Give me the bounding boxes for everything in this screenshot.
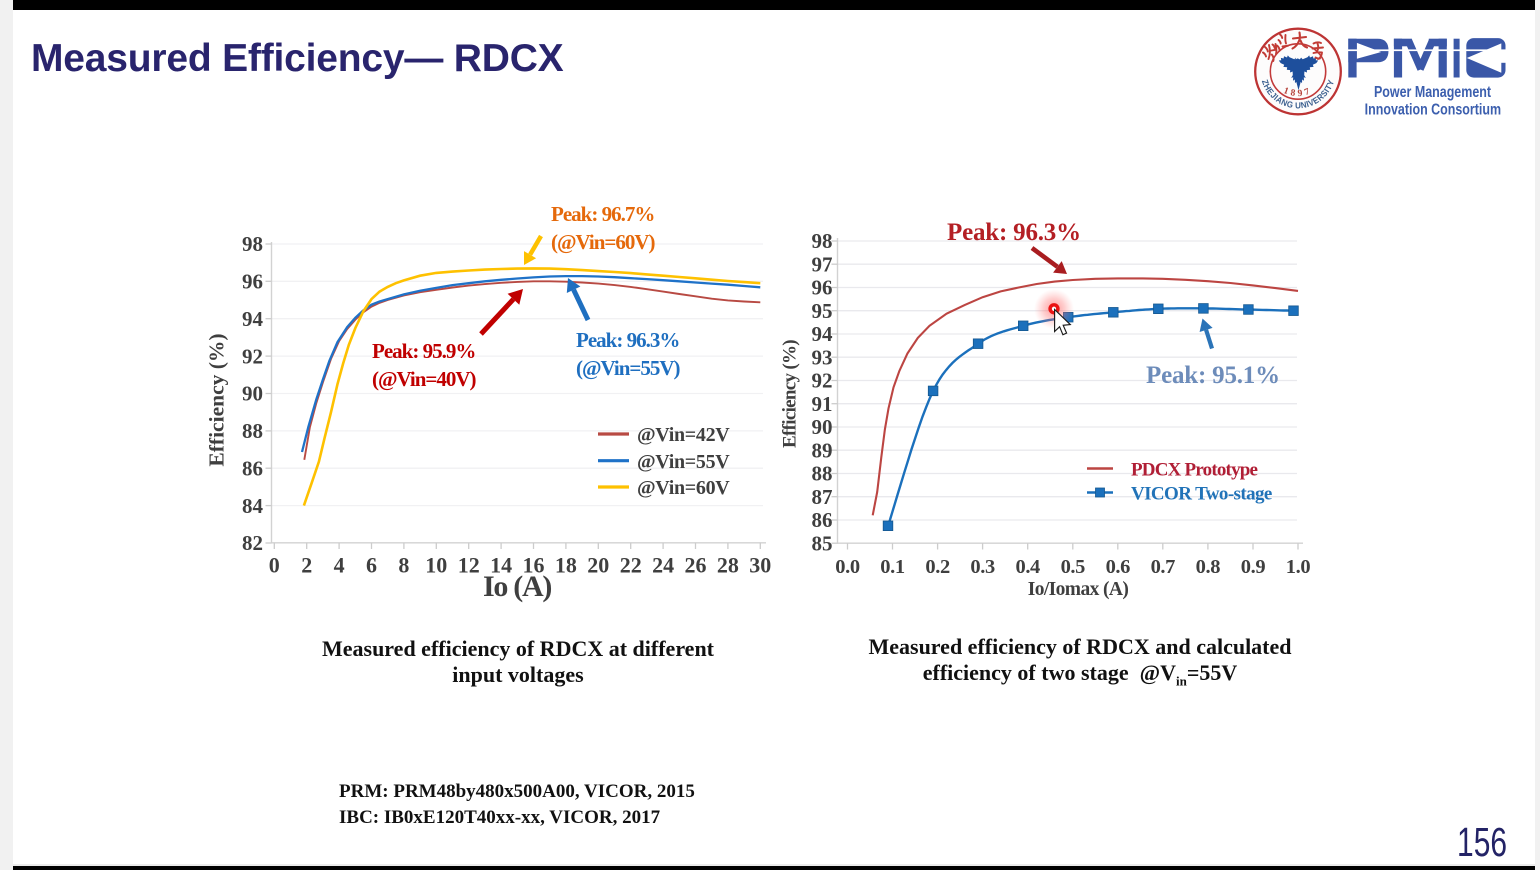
svg-text:Io (A): Io (A): [483, 570, 551, 603]
svg-text:98: 98: [812, 229, 833, 253]
svg-text:97: 97: [812, 252, 833, 276]
svg-text:88: 88: [242, 419, 263, 443]
svg-text:91: 91: [812, 392, 833, 416]
svg-text:88: 88: [812, 462, 833, 486]
svg-text:96: 96: [242, 270, 263, 294]
svg-text:95: 95: [812, 299, 833, 323]
svg-text:90: 90: [812, 415, 833, 439]
svg-text:0.3: 0.3: [970, 556, 995, 578]
svg-text:PDCX Prototype: PDCX Prototype: [1131, 460, 1258, 481]
svg-text:@Vin=42V: @Vin=42V: [637, 424, 730, 446]
svg-text:20: 20: [587, 553, 609, 578]
svg-text:85: 85: [812, 531, 833, 555]
svg-text:6: 6: [366, 553, 377, 578]
svg-text:Efficiency (%): Efficiency (%): [780, 340, 801, 448]
svg-text:24: 24: [652, 553, 674, 578]
svg-text:18: 18: [555, 553, 577, 578]
svg-text:0: 0: [269, 553, 280, 578]
svg-text:94: 94: [812, 322, 834, 346]
svg-text:0.4: 0.4: [1015, 556, 1040, 578]
svg-text:0.8: 0.8: [1196, 556, 1221, 578]
svg-text:16: 16: [523, 553, 545, 578]
svg-text:0.9: 0.9: [1241, 556, 1266, 578]
svg-text:8: 8: [398, 553, 409, 578]
svg-text:28: 28: [717, 553, 739, 578]
svg-text:10: 10: [425, 553, 447, 578]
svg-text:Efficiency (%): Efficiency (%): [205, 333, 229, 466]
svg-text:94: 94: [242, 307, 264, 331]
svg-text:Io/Iomax (A): Io/Iomax (A): [1028, 579, 1129, 600]
svg-text:(@Vin=40V): (@Vin=40V): [372, 367, 477, 391]
svg-text:0.0: 0.0: [835, 556, 860, 578]
svg-text:0.1: 0.1: [880, 556, 905, 578]
svg-text:30: 30: [749, 553, 771, 578]
svg-text:12: 12: [458, 553, 480, 578]
svg-text:92: 92: [812, 369, 833, 393]
svg-text:84: 84: [242, 494, 264, 518]
svg-text:14: 14: [490, 553, 512, 578]
svg-text:22: 22: [620, 553, 642, 578]
svg-text:96: 96: [812, 276, 833, 300]
svg-text:Peak: 95.9%: Peak: 95.9%: [372, 339, 475, 363]
svg-text:92: 92: [242, 344, 263, 368]
svg-text:Innovation Consortium: Innovation Consortium: [1365, 101, 1501, 119]
svg-text:Peak: 95.1%: Peak: 95.1%: [1146, 362, 1280, 389]
svg-text:(@Vin=60V): (@Vin=60V): [551, 230, 656, 254]
svg-text:86: 86: [242, 456, 263, 480]
svg-text:0.2: 0.2: [925, 556, 950, 578]
svg-text:1897: 1897: [1282, 86, 1314, 99]
svg-text:0.6: 0.6: [1106, 556, 1131, 578]
svg-text:@Vin=60V: @Vin=60V: [637, 477, 730, 499]
svg-text:87: 87: [812, 485, 833, 509]
svg-text:4: 4: [334, 553, 345, 578]
svg-text:0.7: 0.7: [1151, 556, 1176, 578]
svg-text:86: 86: [812, 508, 833, 532]
svg-text:89: 89: [812, 438, 833, 462]
svg-text:Peak: 96.3%: Peak: 96.3%: [947, 219, 1081, 246]
svg-text:Peak: 96.3%: Peak: 96.3%: [576, 328, 679, 352]
svg-text:0.5: 0.5: [1061, 556, 1086, 578]
svg-text:90: 90: [242, 382, 263, 406]
svg-text:1.0: 1.0: [1286, 556, 1311, 578]
svg-text:82: 82: [242, 531, 263, 555]
svg-text:Peak: 96.7%: Peak: 96.7%: [551, 202, 654, 226]
svg-text:Power Management: Power Management: [1374, 84, 1491, 102]
svg-text:98: 98: [242, 232, 263, 256]
svg-text:93: 93: [812, 345, 833, 369]
svg-text:26: 26: [685, 553, 707, 578]
svg-text:2: 2: [301, 553, 312, 578]
svg-text:@Vin=55V: @Vin=55V: [637, 451, 730, 473]
svg-text:VICOR Two-stage: VICOR Two-stage: [1131, 484, 1272, 505]
svg-text:(@Vin=55V): (@Vin=55V): [576, 356, 681, 380]
